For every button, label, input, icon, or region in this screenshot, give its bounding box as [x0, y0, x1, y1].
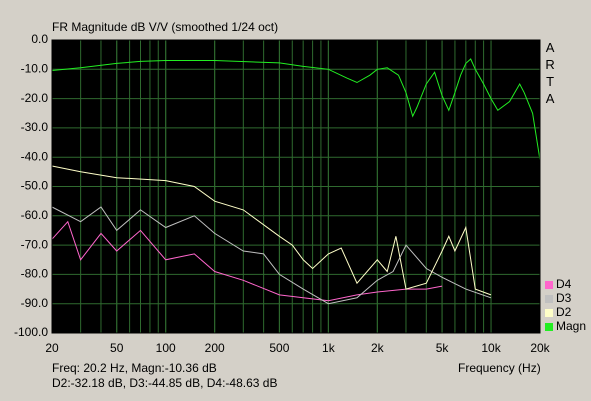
- legend-label: D4: [556, 277, 572, 291]
- y-tick-label: -10.0: [21, 61, 49, 75]
- x-tick-label: 20: [45, 341, 59, 355]
- y-tick-label: -100.0: [14, 325, 48, 339]
- legend-swatch: [545, 295, 553, 303]
- x-tick-label: 50: [110, 341, 124, 355]
- plot-border: [51, 39, 541, 334]
- series-line: [51, 58, 541, 161]
- x-tick-label: 20k: [530, 341, 550, 355]
- y-tick-label: -90.0: [21, 296, 49, 310]
- distortion-readout: D2:-32.18 dB, D3:-44.85 dB, D4:-48.63 dB: [52, 376, 277, 390]
- legend-label: D2: [556, 305, 572, 319]
- series-line: [51, 165, 492, 296]
- x-axis-label: Frequency (Hz): [458, 361, 541, 375]
- x-tick-label: 10k: [481, 341, 501, 355]
- x-tick-label: 100: [156, 341, 176, 355]
- y-tick-label: -60.0: [21, 208, 49, 222]
- x-tick-label: 200: [205, 341, 225, 355]
- chart-title: FR Magnitude dB V/V (smoothed 1/24 oct): [52, 20, 278, 34]
- x-tick-label: 500: [269, 341, 289, 355]
- legend-label: Magn: [556, 319, 586, 333]
- legend-label: D3: [556, 291, 572, 305]
- y-tick-label: -70.0: [21, 237, 49, 251]
- y-tick-label: -40.0: [21, 149, 49, 163]
- x-tick-label: 2k: [371, 341, 385, 355]
- legend-swatch: [545, 281, 553, 289]
- series-line: [51, 206, 492, 305]
- x-tick-label: 1k: [322, 341, 336, 355]
- watermark: ARTA: [543, 40, 558, 108]
- y-tick-label: -50.0: [21, 179, 49, 193]
- y-tick-label: -20.0: [21, 91, 49, 105]
- cursor-readout: Freq: 20.2 Hz, Magn:-10.36 dB: [52, 361, 217, 375]
- series-line: [51, 220, 443, 302]
- y-tick-label: 0.0: [31, 32, 48, 46]
- x-tick-label: 5k: [436, 341, 450, 355]
- y-tick-label: -80.0: [21, 267, 49, 281]
- legend-swatch: [545, 323, 553, 331]
- y-tick-label: -30.0: [21, 120, 49, 134]
- legend-swatch: [545, 309, 553, 317]
